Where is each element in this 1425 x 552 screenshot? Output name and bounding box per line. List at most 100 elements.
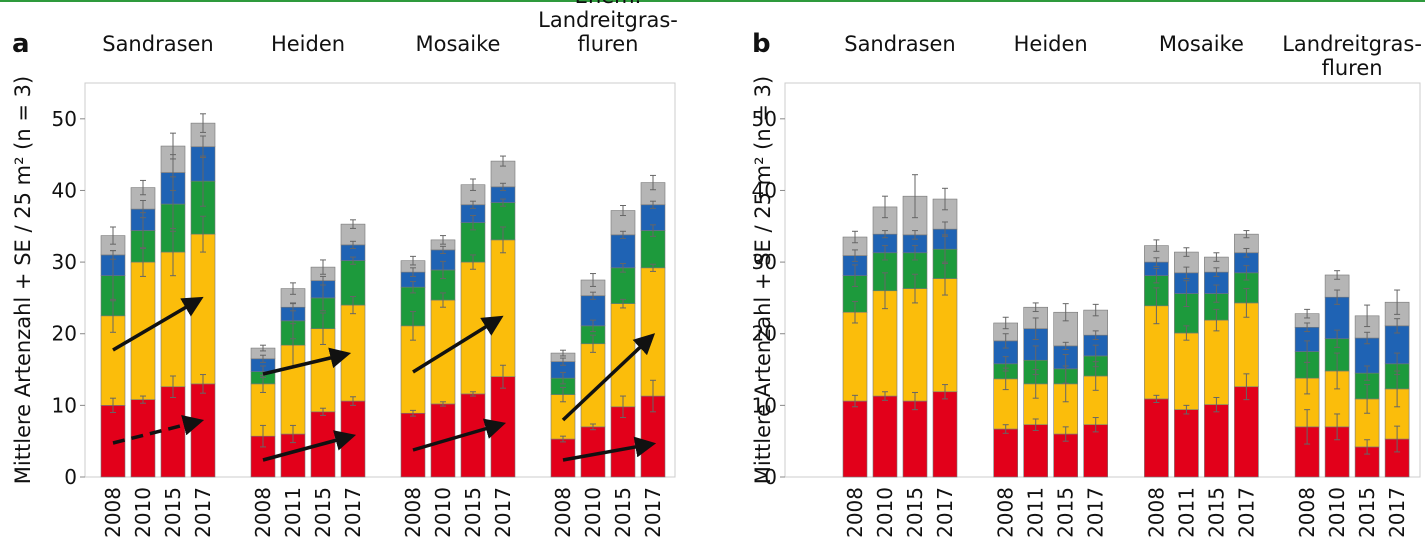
bar-segment (610, 234, 636, 269)
trend-arrows (112, 296, 657, 462)
error-bar (500, 364, 506, 389)
x-tick-label: 2008 (1144, 487, 1168, 538)
error-bar (410, 255, 416, 266)
y-tick-label: 20 (52, 322, 77, 346)
error-bar (942, 187, 948, 211)
x-tick-label: 2015 (1054, 487, 1078, 538)
error-bar (350, 240, 356, 249)
error-bar (1213, 284, 1220, 303)
x-tick-label: 2008 (251, 487, 275, 538)
error-bar (500, 226, 506, 254)
bar-segment (1234, 386, 1259, 478)
panel-label: b (752, 29, 771, 59)
y-tick-label: 0 (764, 465, 777, 489)
trend-arrow (412, 418, 507, 452)
error-bar (320, 259, 326, 275)
x-tick-label: 2017 (933, 487, 957, 538)
x-tick-label: 2015 (1355, 487, 1379, 538)
error-bar (440, 292, 446, 308)
error-bar (1394, 318, 1401, 334)
error-bar (1213, 267, 1220, 277)
error-bar (650, 224, 656, 237)
error-bar (560, 371, 566, 385)
group-label: Ehem. (575, 0, 642, 8)
group-label: Landreitgras- (538, 8, 678, 32)
error-bar (1394, 352, 1401, 376)
error-bar (560, 435, 566, 443)
error-bar (620, 395, 626, 419)
error-bar (410, 267, 416, 277)
error-bar (500, 155, 506, 167)
error-bar (410, 409, 416, 417)
bar-segment (1083, 424, 1108, 478)
error-bar (290, 282, 296, 295)
error-bar (200, 374, 206, 394)
error-bar (650, 200, 656, 209)
error-bar (290, 303, 296, 312)
trend-arrow (262, 347, 352, 376)
plot-frame (84, 82, 676, 478)
group-label: Sandrasen (844, 32, 956, 56)
trend-arrow (562, 436, 657, 462)
error-bar (590, 291, 596, 300)
y-tick-label: 30 (52, 250, 77, 274)
group-label: fluren (578, 32, 639, 56)
error-bar (110, 397, 116, 414)
bar-segment (610, 267, 636, 304)
x-tick-label: 2017 (341, 487, 365, 538)
error-bar (882, 245, 888, 261)
error-bar (1304, 340, 1311, 363)
error-bar (470, 178, 476, 191)
y-tick-label: 40 (52, 178, 77, 202)
error-bar (140, 199, 146, 219)
group-label: Sandrasen (102, 32, 214, 56)
y-axis-label: Mittlere Artenzahl + SE / 25 m² (n = 3) (11, 76, 35, 484)
error-bar (1304, 409, 1311, 445)
error-bar (590, 423, 596, 431)
error-bar (852, 264, 858, 287)
error-bar (1092, 330, 1099, 340)
y-axis-label: Mittlere Artenzahl + SE / 25 m² (n = 3) (751, 76, 775, 484)
error-bar (1334, 329, 1341, 348)
bar-segment (932, 278, 958, 393)
error-bar (882, 230, 888, 239)
error-bar (1334, 270, 1341, 280)
error-bar (560, 386, 566, 403)
error-bar (1243, 288, 1250, 318)
error-bar (852, 300, 858, 324)
error-bar (852, 249, 858, 262)
error-bar (1243, 373, 1250, 401)
y-tick-label: 10 (752, 393, 777, 417)
error-bar (320, 407, 326, 416)
y-tick-label: 30 (752, 250, 777, 274)
bar-segment (1354, 446, 1380, 478)
error-bar (912, 273, 918, 304)
error-bar (1213, 308, 1220, 332)
error-bar (1334, 413, 1341, 441)
error-bar (260, 354, 266, 363)
error-bar (912, 230, 918, 240)
error-bar (560, 357, 566, 366)
trend-arrow (112, 296, 204, 352)
error-bar (1364, 384, 1371, 414)
error-bar (1002, 333, 1009, 349)
bar-segment (1204, 404, 1229, 478)
panels: a Mittlere Artenzahl + SE / 25 m² (n = 3)… (11, 0, 1422, 538)
error-bar (650, 379, 656, 413)
bar-segment (932, 391, 958, 478)
x-tick-label: 2008 (101, 487, 125, 538)
y-tick-label: 20 (752, 322, 777, 346)
group-label: fluren (1322, 56, 1383, 80)
error-bar (912, 391, 918, 411)
error-bar (1213, 252, 1220, 262)
error-bar (170, 132, 176, 160)
error-bar (650, 174, 656, 191)
panel-label: a (12, 29, 30, 59)
x-tick-label: 2010 (873, 487, 897, 538)
error-bar (882, 391, 888, 401)
bar-segment (1204, 319, 1229, 405)
error-bar (1032, 418, 1039, 431)
error-bar (1394, 289, 1401, 315)
error-bar (1092, 417, 1099, 433)
error-bar (410, 280, 416, 294)
